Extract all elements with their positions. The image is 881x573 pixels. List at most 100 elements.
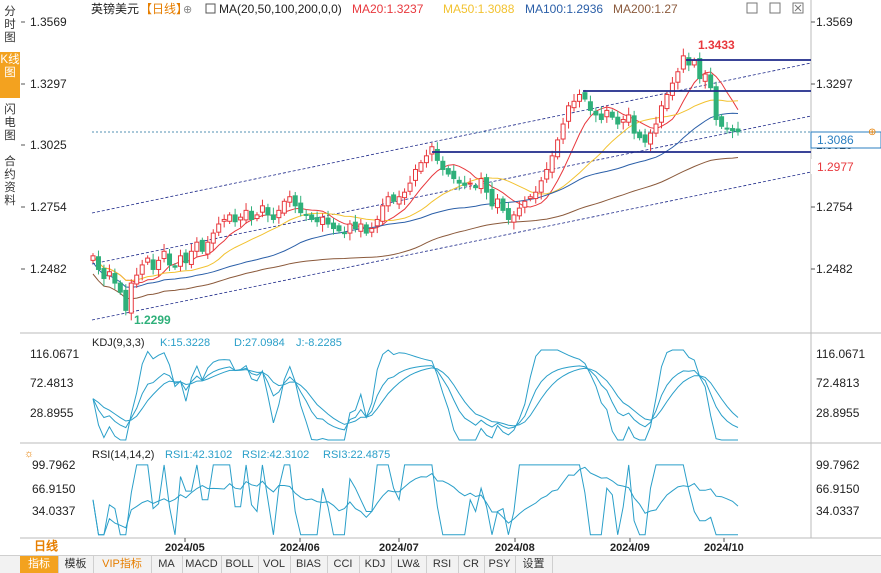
candle-body — [533, 191, 539, 200]
candle-body — [598, 113, 604, 120]
kdj-tick-label-left: 28.8955 — [30, 406, 74, 420]
candle-body — [604, 109, 610, 118]
candle-body — [347, 223, 353, 234]
indicator-tab[interactable]: MA — [151, 556, 183, 573]
candle-body — [434, 148, 440, 161]
candle-body — [445, 168, 451, 175]
indicator-tab[interactable]: RSI — [426, 556, 459, 573]
candle-body — [259, 205, 265, 213]
close-icon[interactable] — [792, 2, 804, 14]
kdj-k: K:15.3228 — [160, 337, 210, 349]
candle-body — [396, 196, 402, 205]
candle-body — [505, 208, 511, 220]
candle-body — [205, 241, 211, 255]
candle-body — [221, 218, 227, 222]
candle-body — [719, 116, 725, 127]
ma20-value: MA20:1.3237 — [352, 2, 424, 16]
low-label: 1.2299 — [134, 313, 171, 327]
candle-body — [664, 93, 670, 110]
indicator-tab[interactable]: VIP指标 — [93, 556, 152, 573]
tab-intraday[interactable]: 分时图 — [4, 6, 16, 44]
indicator-tab[interactable]: BOLL — [221, 556, 259, 573]
chart-area[interactable]: 英镑美元 【日线】 ⊕ MA(20,50,100,200,0,0) MA20:1… — [20, 0, 881, 555]
candle-body — [232, 214, 238, 223]
candle-body — [626, 114, 632, 123]
candle-body — [177, 255, 183, 267]
candle-body — [95, 256, 101, 270]
month-label: 2024/06 — [280, 542, 320, 554]
candle-body — [680, 55, 686, 70]
indicator-icon[interactable] — [205, 3, 216, 14]
candle-body — [418, 162, 424, 172]
rsi-tick-label-left: 34.0337 — [32, 504, 76, 518]
candle-body — [527, 196, 533, 200]
tab-contract-info[interactable]: 合约资料 — [4, 156, 16, 207]
indicator-tab[interactable]: KDJ — [359, 556, 392, 573]
maximize-icon[interactable] — [769, 2, 781, 14]
candle-body — [522, 200, 528, 208]
time-axis: 2024/05 2024/06 2024/07 2024/08 2024/09 2024/… — [165, 538, 744, 554]
indicator-tab[interactable]: 指标 — [20, 556, 59, 573]
candle-body — [560, 123, 566, 140]
candle-body — [735, 128, 741, 133]
kdj-tick-label-right: 28.8955 — [816, 406, 860, 420]
candle-body — [544, 168, 550, 180]
kdj-k-line — [92, 365, 739, 431]
kdj-tick-label-right: 116.0671 — [816, 347, 865, 361]
candle-body — [642, 134, 648, 143]
period-label[interactable]: 日线 — [34, 539, 59, 553]
indicator-tab-bar: 指标 模板 VIP指标 MA MACD BOLL VOL BIAS CCI KDJ LW& RSI CR… — [0, 555, 881, 573]
indicator-tab[interactable]: 设置 — [515, 556, 553, 573]
candle-body — [380, 205, 386, 222]
price-tick-label-right: 1.3569 — [816, 15, 853, 29]
indicator-tab[interactable]: MACD — [182, 556, 222, 573]
current-price-badge — [810, 131, 881, 149]
candle-body — [609, 111, 615, 118]
candle-body — [309, 214, 315, 220]
candle-body — [691, 59, 697, 66]
tab-lightning[interactable]: 闪电图 — [4, 104, 16, 142]
candle-body — [101, 268, 107, 280]
plus-icon[interactable]: ⊕ — [868, 127, 876, 138]
candle-body — [713, 86, 719, 120]
rsi-tick-label-right: 34.0337 — [816, 504, 860, 518]
candle-body — [314, 217, 320, 223]
indicator-tab[interactable]: 模板 — [58, 556, 94, 573]
kdj-tick-label-left: 116.0671 — [30, 347, 79, 361]
sun-icon[interactable]: ☼ — [24, 448, 34, 460]
indicator-tab[interactable]: CCI — [327, 556, 360, 573]
candle-body — [238, 216, 244, 221]
kdj-tick-label-left: 72.4813 — [30, 376, 74, 390]
symbol-title: 英镑美元 — [91, 1, 139, 16]
indicator-tab[interactable]: CR — [458, 556, 485, 573]
ma50-line — [92, 99, 739, 282]
indicator-tab[interactable]: LW& — [391, 556, 427, 573]
indicator-tab[interactable]: VOL — [258, 556, 291, 573]
indicator-tab[interactable]: BIAS — [290, 556, 328, 573]
tab-kline[interactable]: K线图 — [0, 52, 20, 98]
candle-body — [637, 131, 643, 139]
candle-body — [249, 210, 255, 220]
settings-icon[interactable]: ⊕ — [183, 4, 192, 16]
kdj-axis: 116.0671 116.0671 72.4813 72.4813 28.8955 28.… — [30, 347, 865, 420]
expand-icon[interactable] — [746, 2, 758, 14]
candle-body — [582, 92, 588, 100]
candle-body — [117, 282, 123, 293]
month-label: 2024/09 — [610, 542, 650, 554]
candle-body — [549, 155, 555, 173]
kdj-j: J:-8.2285 — [296, 337, 342, 349]
candle-body — [653, 123, 659, 134]
candle-body — [216, 223, 222, 233]
candle-body — [276, 209, 282, 219]
candle-body — [270, 214, 276, 220]
candle-body — [500, 198, 506, 211]
indicator-tab[interactable]: PSY — [484, 556, 516, 573]
candle-body — [227, 214, 233, 222]
kdj-label: KDJ(9,3,3) — [92, 337, 145, 349]
candle-body — [90, 255, 96, 261]
candle-body — [566, 105, 572, 122]
candle-body — [374, 218, 380, 227]
candle-body — [407, 182, 413, 192]
ma100-line — [92, 112, 739, 288]
candle-body — [615, 116, 621, 125]
